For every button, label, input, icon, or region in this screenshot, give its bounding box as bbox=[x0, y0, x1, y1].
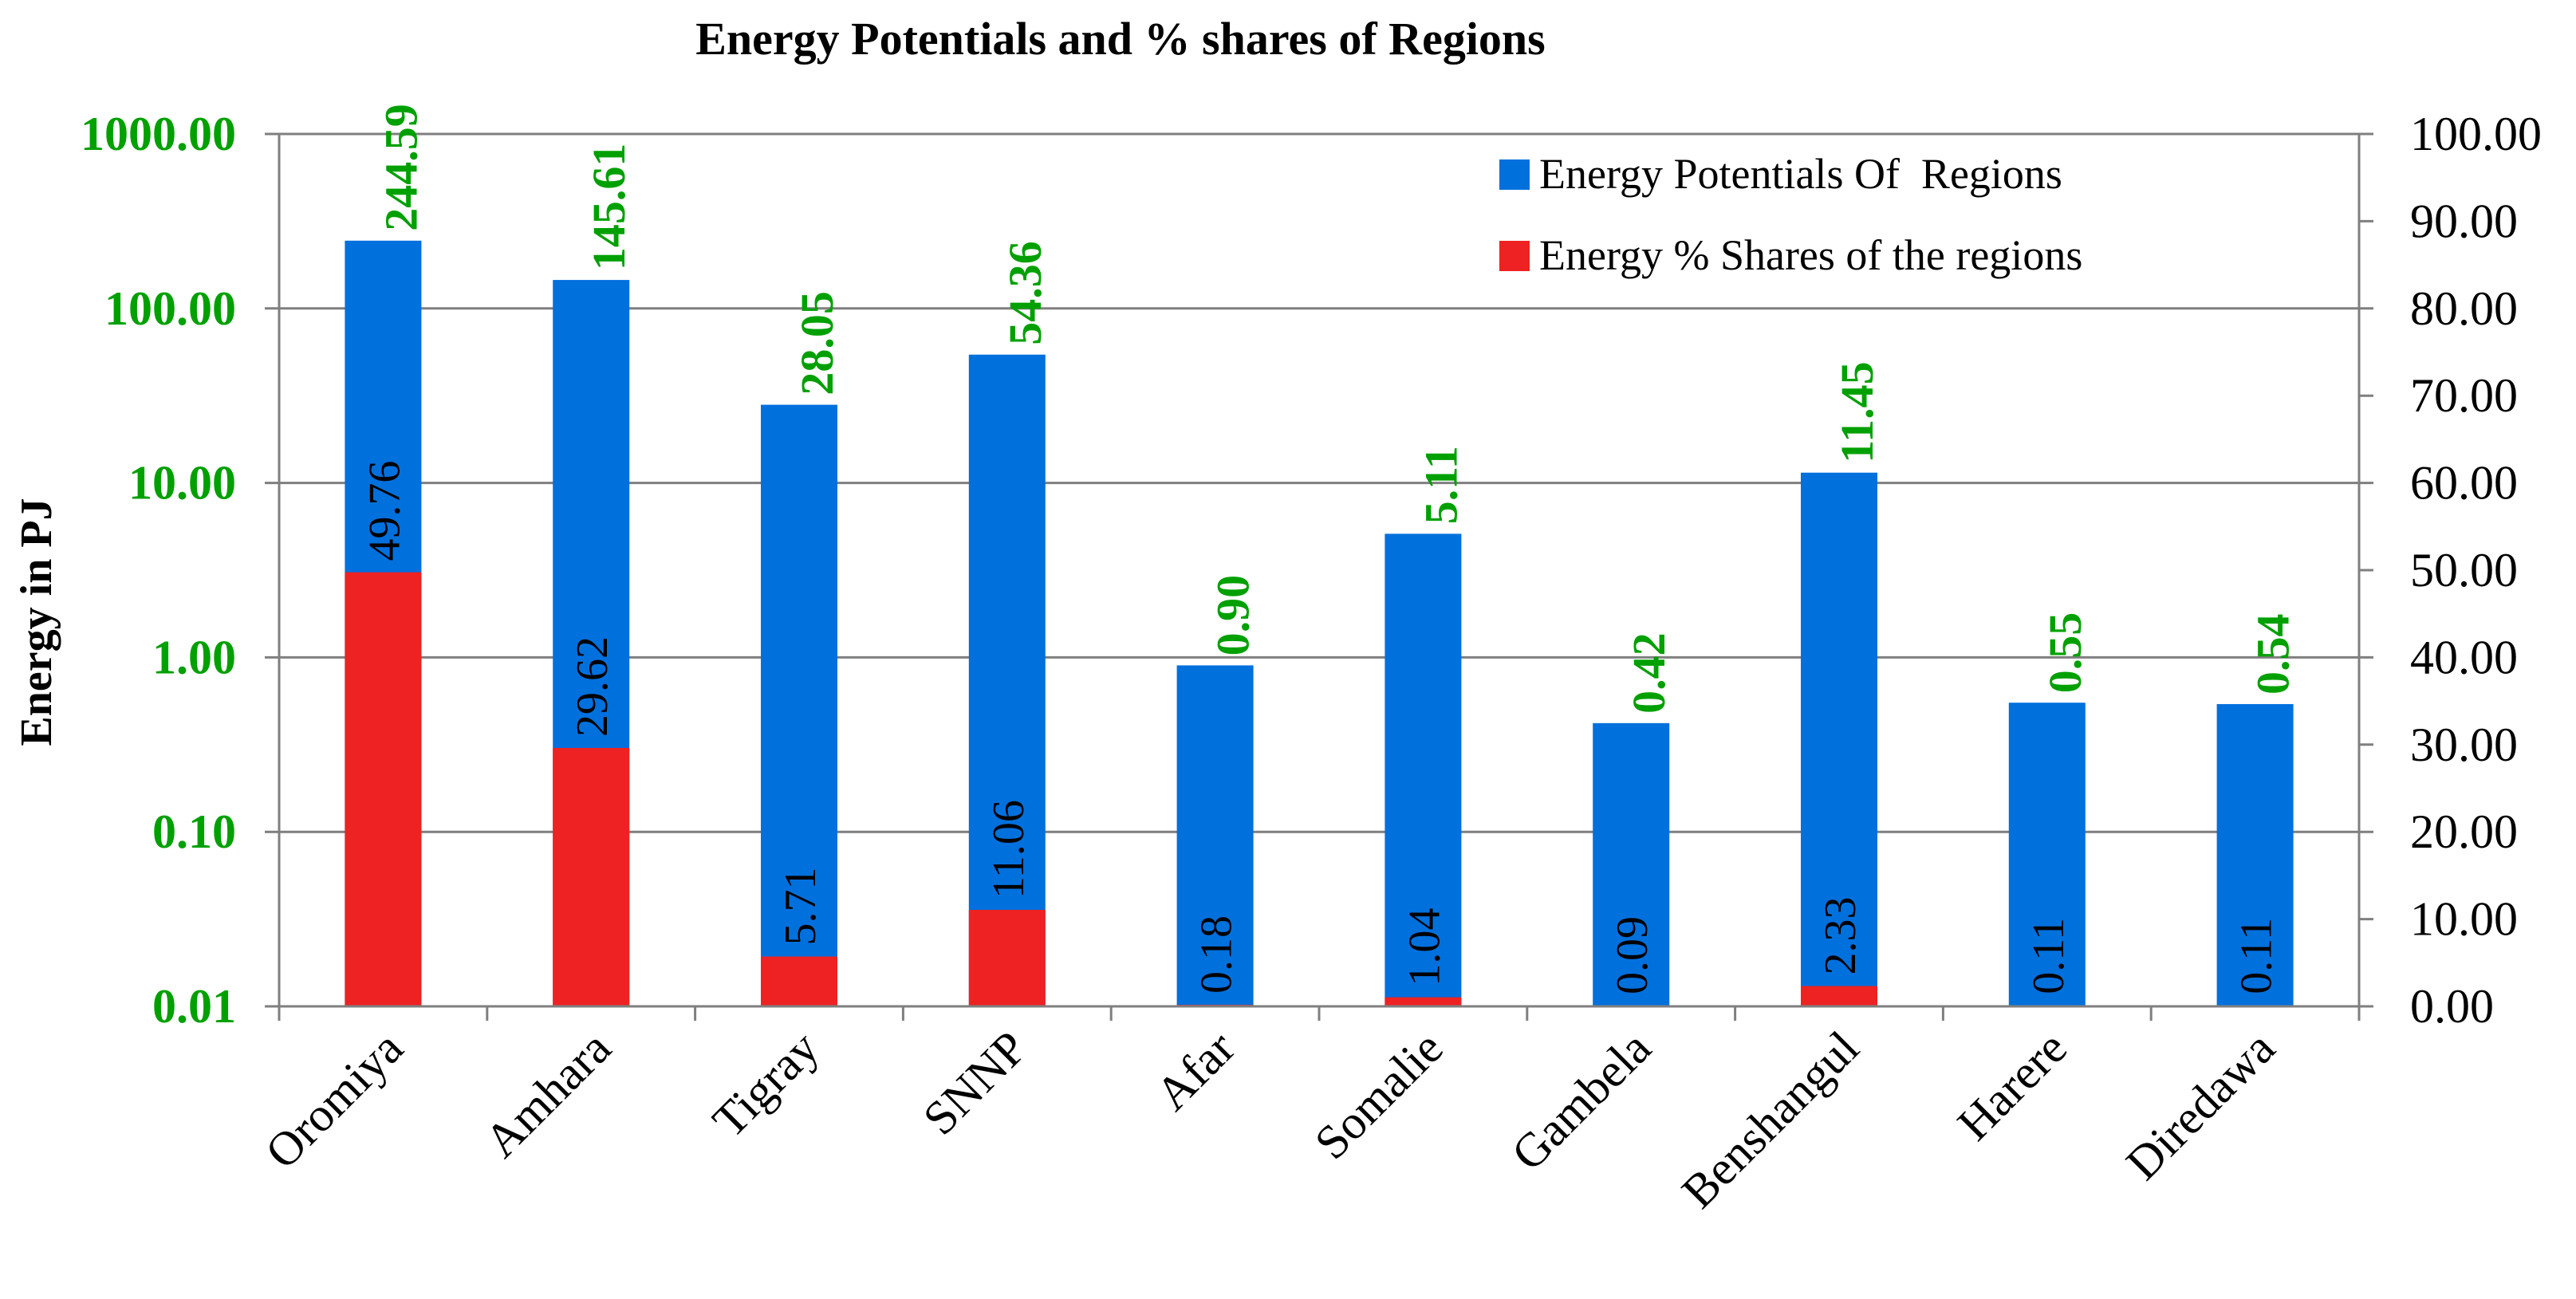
bar-potential bbox=[968, 354, 1046, 1007]
potential-value-label: 11.45 bbox=[1831, 361, 1883, 463]
share-value-label: 49.76 bbox=[360, 461, 409, 561]
bar-share bbox=[345, 572, 422, 1006]
potential-value-label: 244.59 bbox=[375, 104, 427, 231]
legend-label-shares: Energy % Shares of the regions bbox=[1539, 231, 2082, 279]
bar-share bbox=[968, 910, 1046, 1006]
potential-value-label: 0.42 bbox=[1623, 632, 1675, 714]
right-tick-label: 50.00 bbox=[2410, 544, 2518, 596]
share-value-label: 5.71 bbox=[776, 868, 825, 946]
right-tick-label: 0.00 bbox=[2410, 980, 2494, 1033]
legend-swatch-shares bbox=[1499, 241, 1530, 271]
share-value-label: 11.06 bbox=[984, 800, 1034, 899]
bar-potential bbox=[2216, 703, 2294, 1006]
share-value-label: 0.18 bbox=[1192, 915, 1242, 994]
right-axis-ticks: 0.00 10.00 20.00 30.00 40.00 50.00 60.00 70.00 8… bbox=[2410, 108, 2542, 1033]
bars bbox=[345, 240, 2294, 1007]
legend-swatch-potentials bbox=[1499, 159, 1530, 190]
bar-potential bbox=[2008, 703, 2086, 1006]
right-tick-label: 80.00 bbox=[2410, 282, 2518, 335]
bar-potential bbox=[1385, 533, 1462, 1006]
share-value-label: 0.11 bbox=[2024, 918, 2074, 994]
potential-value-label: 145.61 bbox=[583, 144, 635, 271]
left-tick-label: 1.00 bbox=[152, 631, 236, 683]
left-tick-label: 0.10 bbox=[152, 805, 236, 858]
right-tick-label: 90.00 bbox=[2410, 195, 2518, 247]
left-tick-label: 1000.00 bbox=[81, 108, 236, 160]
left-tick-label: 100.00 bbox=[104, 282, 236, 335]
bar-potential bbox=[1593, 722, 1670, 1006]
data-labels: 244.59 49.76 145.61 29.62 28.05 5.71 54.36 11.0… bbox=[360, 104, 2298, 994]
right-tick-label: 20.00 bbox=[2410, 805, 2518, 858]
share-value-label: 1.04 bbox=[1400, 908, 1449, 986]
right-tick-label: 10.00 bbox=[2410, 893, 2518, 946]
share-value-label: 0.09 bbox=[1608, 916, 1657, 994]
share-value-label: 0.11 bbox=[2232, 918, 2282, 994]
potential-value-label: 0.54 bbox=[2247, 613, 2299, 695]
left-tick-label: 10.00 bbox=[128, 457, 236, 510]
left-axis-ticks: 0.01 0.10 1.00 10.00 100.00 1000.00 bbox=[81, 108, 236, 1033]
right-tick-label: 60.00 bbox=[2410, 457, 2518, 510]
right-tick-label: 30.00 bbox=[2410, 718, 2518, 771]
bar-potential bbox=[1176, 665, 1254, 1006]
chart-title: Energy Potentials and % shares of Region… bbox=[695, 13, 1546, 65]
potential-value-label: 5.11 bbox=[1415, 446, 1467, 524]
potential-value-label: 0.90 bbox=[1207, 575, 1259, 656]
y-axis-label: Energy in PJ bbox=[12, 498, 61, 746]
bar-potential bbox=[761, 404, 837, 1006]
axes bbox=[265, 132, 2373, 1021]
bar-share bbox=[553, 747, 630, 1006]
potential-value-label: 54.36 bbox=[999, 241, 1051, 345]
right-tick-label: 40.00 bbox=[2410, 631, 2518, 683]
share-value-label: 29.62 bbox=[568, 636, 617, 737]
legend: Energy Potentials Of Regions Energy % Sh… bbox=[1499, 150, 2082, 279]
left-tick-label: 0.01 bbox=[152, 980, 236, 1033]
bar-potential bbox=[1801, 472, 1877, 1006]
right-tick-label: 100.00 bbox=[2410, 108, 2542, 160]
share-value-label: 2.33 bbox=[1816, 897, 1865, 975]
potential-value-label: 28.05 bbox=[791, 291, 843, 396]
potential-value-label: 0.55 bbox=[2039, 612, 2091, 694]
bar-share bbox=[761, 956, 837, 1006]
legend-label-potentials: Energy Potentials Of Regions bbox=[1539, 150, 2062, 198]
bar-share bbox=[1801, 986, 1877, 1006]
bar-share bbox=[1385, 997, 1462, 1006]
right-tick-label: 70.00 bbox=[2410, 369, 2518, 422]
